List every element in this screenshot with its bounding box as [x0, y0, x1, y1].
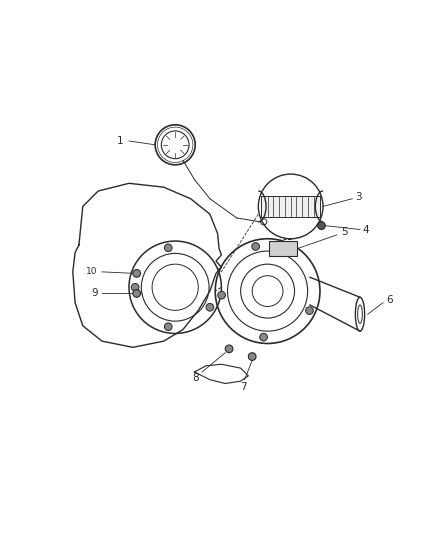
- Text: 3: 3: [355, 192, 362, 202]
- Circle shape: [164, 323, 172, 330]
- Circle shape: [131, 284, 139, 291]
- Text: 1: 1: [117, 136, 123, 146]
- Circle shape: [218, 292, 226, 299]
- Circle shape: [248, 353, 256, 360]
- Circle shape: [306, 307, 313, 314]
- Bar: [269, 241, 297, 256]
- Circle shape: [260, 333, 268, 341]
- Text: 10: 10: [86, 268, 98, 276]
- Circle shape: [133, 289, 141, 297]
- Circle shape: [206, 303, 214, 311]
- Text: 5: 5: [341, 227, 348, 237]
- Bar: [261, 196, 320, 217]
- Circle shape: [252, 243, 259, 251]
- Circle shape: [318, 222, 325, 230]
- Circle shape: [164, 244, 172, 252]
- Text: 6: 6: [386, 295, 392, 305]
- Text: 7: 7: [240, 382, 246, 392]
- Text: 9: 9: [92, 288, 99, 298]
- Circle shape: [225, 345, 233, 353]
- Text: 4: 4: [363, 224, 370, 235]
- Circle shape: [133, 270, 141, 277]
- Text: 8: 8: [193, 373, 199, 383]
